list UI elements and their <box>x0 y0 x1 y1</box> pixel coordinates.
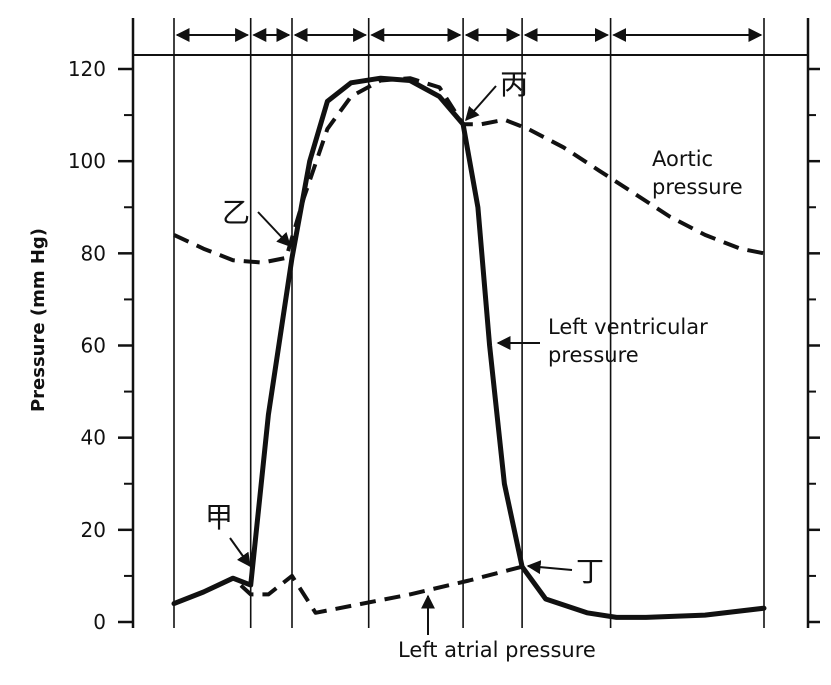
series-line-left-ventricular-pressure <box>171 75 767 620</box>
marker-ding-text: 丁 <box>576 555 604 588</box>
marker-ding: 丁 <box>526 555 604 588</box>
marker-jia-arrow <box>229 537 251 568</box>
marker-bing-text: 丙 <box>500 68 528 101</box>
annotation-aortic-line1: Aortic <box>652 147 713 171</box>
marker-bing-arrow <box>465 85 497 122</box>
series-line-aortic-pressure <box>173 76 765 265</box>
annotation-left-ventricular: Left ventricular pressure <box>496 315 708 367</box>
y-tick-label-100: 100 <box>68 149 106 173</box>
y-tick-label-40: 40 <box>81 426 106 450</box>
series-layer <box>171 75 767 620</box>
y-axis-ticks: 0 20 40 60 80 100 120 <box>68 57 820 634</box>
annotation-aortic: Aortic pressure <box>652 147 743 199</box>
frame <box>131 18 810 628</box>
phase-boundary-lines <box>173 18 765 628</box>
marker-jia: 甲 <box>205 501 251 568</box>
y-tick-label-20: 20 <box>81 518 106 542</box>
marker-ding-arrow <box>526 560 573 575</box>
y-tick-label-80: 80 <box>81 241 106 265</box>
marker-yi-text: 乙 <box>222 196 250 229</box>
annotation-lv-line1: Left ventricular <box>548 315 708 339</box>
annotation-left-atrial: Left atrial pressure <box>398 594 596 662</box>
y-tick-label-120: 120 <box>68 57 106 81</box>
series-line-left-atrial-pressure <box>173 564 765 620</box>
annotation-lv-line2: pressure <box>548 343 639 367</box>
marker-jia-text: 甲 <box>205 501 233 534</box>
marker-yi: 乙 <box>222 196 291 248</box>
annotation-aortic-line2: pressure <box>652 175 743 199</box>
y-axis-label: Pressure (mm Hg) <box>28 228 49 412</box>
y-tick-label-0: 0 <box>93 610 106 634</box>
marker-bing: 丙 <box>465 68 528 122</box>
annotation-left-atrial-text: Left atrial pressure <box>398 638 596 662</box>
y-tick-label-60: 60 <box>81 334 106 358</box>
marker-yi-arrow <box>257 211 291 248</box>
